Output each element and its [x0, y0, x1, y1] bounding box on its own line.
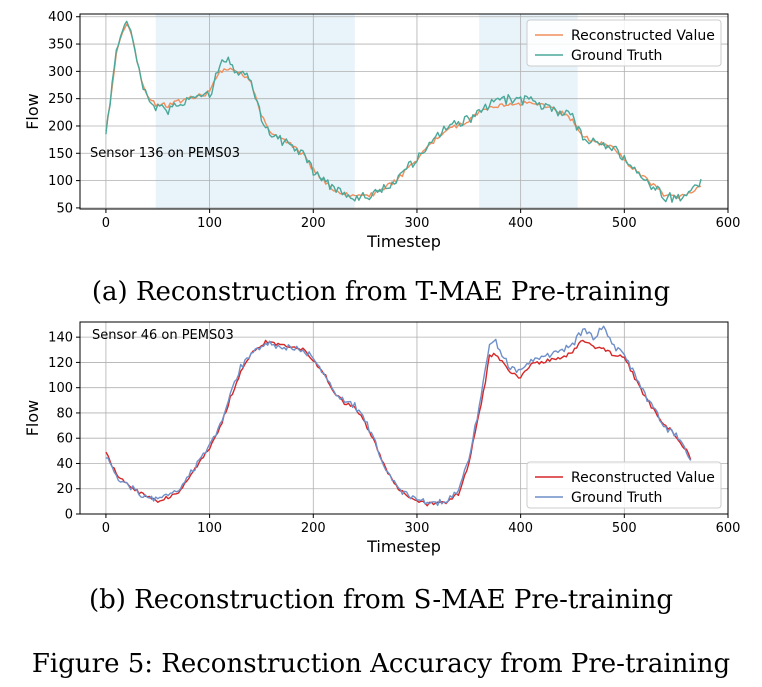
- a-sensor-annotation: Sensor 136 on PEMS03: [90, 146, 240, 161]
- b-series-lines: [105, 325, 692, 507]
- a-series-line-reconstructed: [105, 23, 702, 199]
- a-xtick-label-2: 200: [301, 216, 326, 231]
- a-plot-frame: [79, 13, 729, 210]
- b-ytick-label-5: 100: [48, 381, 73, 396]
- b-ytick-label-0: 0: [65, 508, 73, 523]
- a-legend-label-ground-truth: Ground Truth: [571, 48, 662, 64]
- b-ytick-label-7: 140: [48, 331, 73, 346]
- a-ytick-label-7: 400: [48, 10, 73, 25]
- b-x-axis-label: Timestep: [366, 537, 441, 556]
- a-ytick-label-1: 100: [48, 174, 73, 189]
- b-legend-box: [526, 461, 722, 509]
- a-xtick-label-6: 600: [716, 216, 741, 231]
- a-ytick-label-5: 300: [48, 65, 73, 80]
- b-legend: Reconstructed Value Ground Truth: [526, 461, 722, 509]
- a-caption: (a) Reconstruction from T-MAE Pre-traini…: [92, 277, 670, 307]
- a-y-axis-label: Flow: [23, 93, 42, 130]
- b-xtick-label-4: 400: [508, 521, 533, 536]
- b-legend-label-ground-truth: Ground Truth: [571, 490, 662, 506]
- b-y-axis-label: Flow: [23, 400, 42, 437]
- a-xtick-label-4: 400: [508, 216, 533, 231]
- a-xtick-label-0: 0: [102, 216, 110, 231]
- b-legend-label-reconstructed: Reconstructed Value: [571, 470, 715, 486]
- a-series-lines: [105, 20, 702, 203]
- b-xtick-label-6: 600: [716, 521, 741, 536]
- b-ytick-label-6: 120: [48, 356, 73, 371]
- a-y-ticks: 50 100 150 200 250 300 350 400: [48, 10, 80, 216]
- a-series-line-ground-truth: [105, 20, 702, 203]
- b-xtick-label-2: 200: [301, 521, 326, 536]
- a-ytick-label-3: 200: [48, 119, 73, 134]
- b-xtick-label-0: 0: [102, 521, 110, 536]
- a-xtick-label-1: 100: [197, 216, 222, 231]
- b-xtick-label-5: 500: [612, 521, 637, 536]
- a-shaded-regions: [155, 14, 578, 209]
- b-ytick-label-3: 60: [56, 432, 73, 447]
- b-ytick-label-1: 20: [56, 482, 73, 497]
- b-xtick-label-3: 300: [405, 521, 430, 536]
- a-x-ticks: 0 100 200 300 400 500 600: [102, 209, 741, 231]
- b-caption: (b) Reconstruction from S-MAE Pre-traini…: [89, 585, 673, 615]
- b-xtick-label-1: 100: [197, 521, 222, 536]
- b-x-ticks: 0 100 200 300 400 500 600: [102, 514, 741, 536]
- b-ytick-label-2: 40: [56, 457, 73, 472]
- panel-b: 0 100 200 300 400 500 600 0 20 40 60 80 100 120 140 S…: [23, 321, 741, 615]
- a-legend-label-reconstructed: Reconstructed Value: [571, 28, 715, 44]
- b-series-line-reconstructed: [105, 339, 692, 507]
- b-series-line-ground-truth: [105, 325, 692, 507]
- b-plot-frame: [79, 321, 729, 515]
- figure-caption: Figure 5: Reconstruction Accuracy from P…: [32, 649, 730, 679]
- panel-a: 0 100 200 300 400 500 600 50 100 150 200 250 300 350…: [23, 10, 740, 307]
- a-ytick-label-2: 150: [48, 147, 73, 162]
- b-sensor-annotation: Sensor 46 on PEMS03: [92, 328, 234, 343]
- b-y-ticks: 0 20 40 60 80 100 120 140: [48, 331, 80, 523]
- a-xtick-label-5: 500: [612, 216, 637, 231]
- a-xtick-label-3: 300: [405, 216, 430, 231]
- a-x-axis-label: Timestep: [366, 232, 441, 251]
- a-shaded-region-0: [155, 14, 355, 209]
- a-legend: Reconstructed Value Ground Truth: [526, 19, 722, 67]
- a-legend-box: [526, 19, 722, 67]
- b-ytick-label-4: 80: [56, 406, 73, 421]
- a-ytick-label-6: 350: [48, 38, 73, 53]
- a-ytick-label-0: 50: [56, 201, 73, 216]
- a-ytick-label-4: 250: [48, 92, 73, 107]
